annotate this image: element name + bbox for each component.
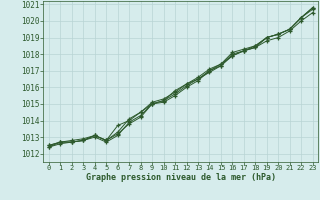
- X-axis label: Graphe pression niveau de la mer (hPa): Graphe pression niveau de la mer (hPa): [86, 173, 276, 182]
